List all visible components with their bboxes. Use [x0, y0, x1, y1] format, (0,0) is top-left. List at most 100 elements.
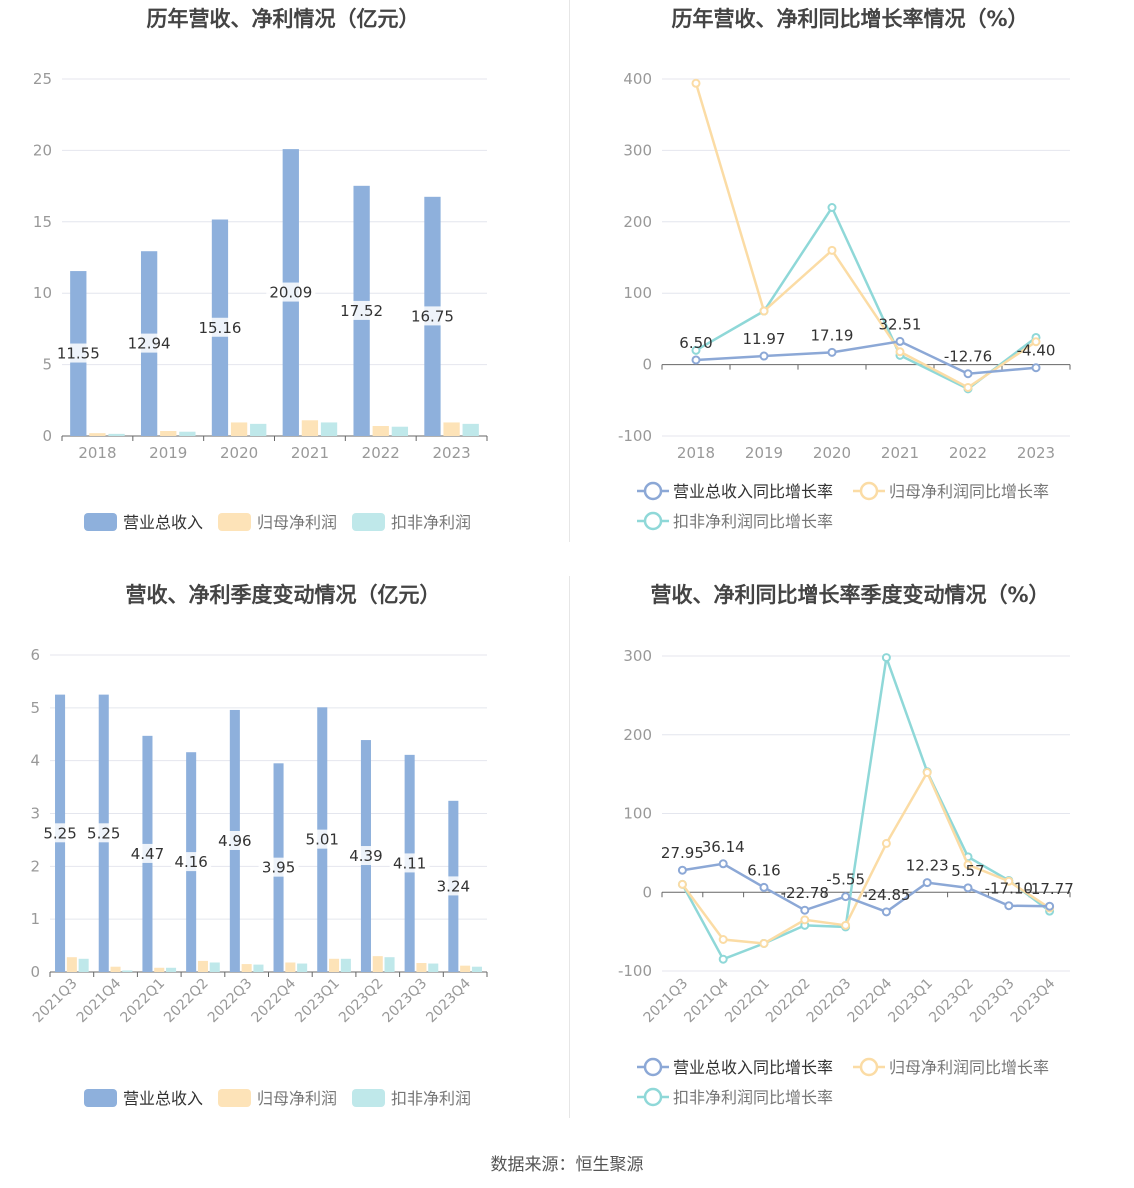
y-tick-label: -100	[618, 427, 652, 445]
x-tick-label: 2023	[432, 444, 470, 462]
x-tick-label: 2021	[881, 444, 919, 462]
bar-deducted-profit	[471, 966, 482, 972]
chart-title: 历年营收、净利情况（亿元）	[147, 7, 420, 31]
data-label: 5.25	[43, 824, 76, 842]
y-tick-label: 0	[42, 427, 52, 445]
x-tick-label: 2022Q3	[205, 976, 256, 1027]
data-label-bg	[195, 317, 245, 337]
data-label: 5.57	[951, 862, 984, 880]
legend-label: 营业总收入同比增长率	[673, 482, 833, 501]
data-label: -17.77	[1025, 880, 1073, 898]
annual-revenue-profit-chart: 历年营收、净利情况（亿元） 0 5 10 15 20 25 2018 2019 2020 2021 2…	[0, 0, 567, 574]
data-label-bg	[407, 306, 457, 326]
data-label-bg	[345, 846, 386, 866]
data-point	[963, 382, 973, 392]
bar-deducted-profit	[462, 423, 479, 436]
x-tick-label: 2022Q1	[117, 976, 168, 1027]
data-point	[963, 369, 973, 379]
x-tick-label: 2023Q2	[926, 976, 977, 1027]
data-point	[718, 859, 728, 869]
y-tick-label: 4	[30, 752, 40, 770]
data-point	[841, 920, 851, 930]
legend-swatch-marker	[643, 481, 663, 501]
data-label: 12.23	[906, 857, 949, 875]
data-label: 4.39	[349, 847, 382, 865]
x-tick-label: 2023	[1017, 444, 1055, 462]
data-point	[691, 78, 701, 88]
data-label: -24.85	[862, 886, 910, 904]
data-point	[922, 768, 932, 778]
data-point	[963, 860, 973, 870]
x-tick-label: 2021Q3	[30, 976, 81, 1027]
bar-parent-profit	[110, 966, 121, 972]
bar-parent-profit	[460, 965, 471, 972]
data-point	[827, 347, 837, 357]
bar-parent-profit	[241, 964, 252, 972]
data-point	[1031, 337, 1041, 347]
bar-parent-profit	[89, 433, 106, 436]
bar-parent-profit	[154, 967, 165, 972]
y-tick-label: 1	[30, 910, 40, 928]
bar-deducted-profit	[108, 433, 125, 436]
x-tick-label: 2019	[149, 444, 187, 462]
legend-swatch	[352, 513, 385, 531]
bar-deducted-profit	[320, 422, 338, 436]
bar-parent-profit	[372, 426, 389, 436]
data-label: 3.95	[262, 859, 295, 877]
legend-label: 扣非净利润	[391, 513, 471, 532]
data-label: 27.95	[661, 844, 704, 862]
data-point	[1045, 901, 1055, 911]
data-label-bg	[389, 853, 430, 873]
bar-parent-profit	[230, 422, 248, 436]
y-tick-label: 2	[30, 857, 40, 875]
x-tick-label: 2023Q3	[967, 976, 1018, 1027]
y-tick-label: 400	[623, 70, 652, 88]
data-label: 6.16	[747, 861, 780, 879]
y-tick-label: 10	[33, 284, 52, 302]
data-point	[827, 203, 837, 213]
bar-parent-profit	[66, 957, 77, 972]
data-label-bg	[40, 823, 81, 843]
x-tick-label: 2023Q1	[292, 976, 343, 1027]
legend-swatch-marker	[643, 1057, 663, 1077]
data-label: 20.09	[269, 284, 312, 302]
data-label: 4.11	[393, 854, 426, 872]
y-tick-label: -100	[618, 962, 652, 980]
data-point	[1004, 901, 1014, 911]
x-tick-label: 2021Q4	[74, 975, 125, 1026]
y-tick-label: 0	[642, 356, 652, 374]
data-point	[691, 355, 701, 365]
legend-label: 归母净利润同比增长率	[889, 482, 1049, 501]
y-tick-label: 5	[42, 356, 52, 374]
y-tick-label: 5	[30, 699, 40, 717]
x-tick-label: 2022Q2	[161, 976, 212, 1027]
series-line-parent-profit	[681, 769, 1051, 945]
x-tick-label: 2022	[362, 444, 400, 462]
data-label-bg	[127, 843, 168, 863]
bar-deducted-profit	[166, 967, 177, 972]
data-point	[1031, 363, 1041, 373]
x-tick-label: 2022Q4	[249, 975, 300, 1026]
legend-swatch-marker	[643, 1087, 663, 1107]
data-point	[691, 345, 701, 355]
x-tick-label: 2018	[78, 444, 116, 462]
data-label: 17.19	[811, 326, 854, 344]
x-tick-label: 2020	[813, 444, 851, 462]
x-tick-label: 2022Q1	[722, 976, 773, 1027]
data-point	[895, 347, 905, 357]
data-label: 36.14	[702, 838, 745, 856]
x-tick-label: 2019	[745, 444, 783, 462]
data-label: -12.76	[944, 348, 992, 366]
y-tick-label: 0	[30, 963, 40, 981]
bar-deducted-profit	[428, 963, 439, 972]
divider-top	[569, 0, 570, 542]
y-tick-label: 300	[623, 647, 652, 665]
legend-label: 归母净利润	[257, 513, 337, 532]
data-label: 3.24	[437, 877, 470, 895]
x-tick-label: 2022Q4	[845, 975, 896, 1026]
data-point	[677, 879, 687, 889]
data-label: 17.52	[340, 302, 383, 320]
legend-swatch	[218, 513, 251, 531]
bar-deducted-profit	[340, 958, 351, 972]
data-label: 16.75	[411, 307, 454, 325]
